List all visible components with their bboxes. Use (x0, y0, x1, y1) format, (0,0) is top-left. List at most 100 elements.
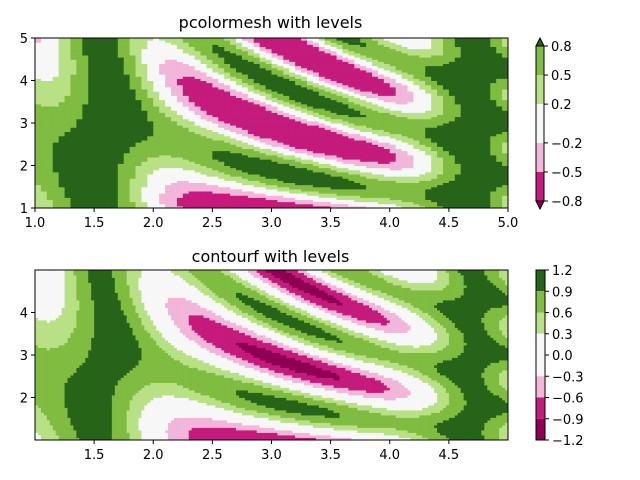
mesh-cell (366, 89, 373, 92)
mesh-cell (496, 182, 503, 186)
mesh-cell (271, 133, 278, 137)
mesh-cell (159, 74, 166, 77)
mesh-cell (336, 133, 343, 137)
mesh-cell (141, 108, 148, 111)
mesh-cell (176, 108, 184, 111)
mesh-cell (460, 191, 468, 194)
mesh-cell (271, 186, 278, 190)
mesh-cell (200, 171, 207, 175)
mesh-cell (247, 95, 255, 99)
mesh-cell (236, 146, 243, 150)
mesh-cell (377, 152, 385, 156)
mesh-cell (182, 133, 190, 137)
mesh-cell (153, 137, 160, 141)
mesh-cell (442, 186, 450, 190)
mesh-cell (395, 114, 403, 118)
mesh-cell (265, 201, 272, 205)
mesh-cell (478, 110, 485, 113)
mesh-cell (117, 178, 125, 181)
mesh-cell (354, 103, 361, 107)
mesh-cell (82, 84, 89, 88)
mesh-cell (437, 165, 444, 169)
mesh-cell (147, 127, 154, 130)
mesh-cell (431, 178, 438, 181)
mesh-cell (437, 201, 444, 205)
mesh-cell (460, 135, 468, 139)
mesh-cell (88, 97, 95, 101)
mesh-cell (448, 157, 456, 160)
mesh-cell (170, 108, 178, 111)
mesh-cell (200, 114, 207, 118)
mesh-cell (224, 152, 231, 156)
mesh-cell (188, 169, 196, 173)
mesh-cell (460, 203, 468, 207)
mesh-cell (188, 127, 196, 130)
mesh-cell (442, 205, 450, 209)
mesh-cell (64, 84, 71, 88)
mesh-cell (295, 123, 302, 126)
mesh-cell (182, 142, 190, 145)
mesh-cell (431, 140, 438, 143)
mesh-cell (454, 182, 462, 186)
mesh-cell (348, 161, 355, 164)
mesh-cell (170, 142, 178, 145)
mesh-cell (318, 201, 326, 205)
mesh-cell (40, 154, 48, 158)
mesh-cell (306, 120, 314, 124)
mesh-cell (212, 123, 219, 126)
mesh-cell (425, 157, 432, 160)
mesh-cell (224, 99, 231, 103)
mesh-cell (153, 103, 160, 107)
mesh-cell (52, 167, 60, 171)
mesh-cell (448, 199, 456, 203)
mesh-cell (46, 146, 54, 150)
mesh-cell (496, 165, 503, 169)
mesh-cell (448, 76, 456, 79)
mesh-cell (64, 97, 71, 101)
mesh-cell (466, 108, 474, 111)
mesh-cell (147, 184, 154, 188)
mesh-cell (437, 205, 444, 209)
mesh-cell (413, 129, 420, 133)
mesh-cell (76, 78, 83, 82)
mesh-cell (295, 118, 302, 122)
mesh-cell (105, 186, 113, 190)
mesh-cell (466, 106, 474, 109)
mesh-cell (224, 131, 231, 135)
mesh-cell (478, 127, 485, 130)
mesh-cell (159, 169, 166, 173)
mesh-cell (283, 97, 290, 101)
mesh-cell (76, 142, 83, 145)
mesh-cell (383, 167, 391, 171)
mesh-cell (395, 191, 403, 194)
mesh-cell (159, 159, 166, 162)
mesh-cell (401, 171, 408, 175)
mesh-cell (277, 203, 284, 207)
mesh-cell (58, 165, 66, 169)
mesh-cell (366, 148, 373, 152)
mesh-cell (312, 205, 320, 209)
mesh-cell (283, 112, 290, 115)
mesh-cell (206, 163, 213, 167)
chart-title: pcolormesh with levels (179, 13, 363, 32)
mesh-cell (64, 163, 71, 167)
mesh-cell (212, 148, 219, 152)
mesh-cell (502, 201, 509, 205)
mesh-cell (212, 171, 219, 175)
mesh-cell (372, 99, 379, 103)
mesh-cell (354, 203, 361, 207)
mesh-cell (35, 101, 42, 105)
mesh-cell (342, 108, 349, 111)
mesh-cell (460, 165, 468, 169)
mesh-cell (366, 191, 373, 194)
mesh-cell (141, 186, 148, 190)
mesh-cell (100, 76, 107, 79)
mesh-cell (318, 76, 326, 79)
mesh-cell (40, 186, 48, 190)
mesh-cell (366, 120, 373, 124)
mesh-cell (117, 89, 125, 92)
mesh-cell (111, 118, 119, 122)
mesh-cell (366, 188, 373, 192)
mesh-cell (46, 163, 54, 167)
mesh-cell (484, 78, 491, 82)
